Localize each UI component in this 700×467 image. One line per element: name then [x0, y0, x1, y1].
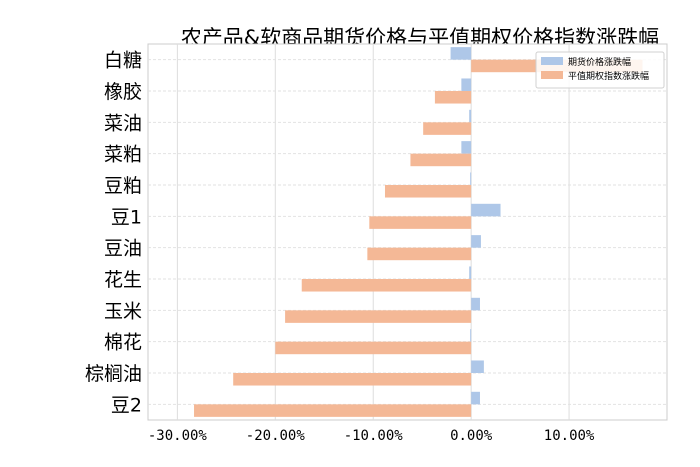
legend-swatch	[541, 57, 563, 65]
x-tick-label: 0.00%	[450, 428, 493, 444]
x-tick-label: 10.00%	[544, 428, 595, 444]
legend-swatch	[541, 71, 563, 79]
plot-area	[147, 43, 668, 421]
bar-futures-8	[471, 297, 480, 311]
category-label: 棉花	[104, 332, 142, 354]
bar-option-5	[369, 216, 472, 229]
grid	[148, 44, 667, 420]
bar-option-7	[301, 279, 472, 292]
x-tick-label: -10.00%	[344, 428, 404, 444]
bar-option-11	[194, 404, 472, 417]
bar-futures-7	[469, 266, 472, 279]
bar-option-8	[285, 310, 472, 323]
bar-futures-3	[461, 141, 472, 154]
legend-label: 期货价格涨跌幅	[568, 56, 631, 68]
bar-futures-5	[471, 203, 501, 217]
bar-option-2	[423, 122, 472, 135]
bar-option-1	[434, 91, 472, 104]
bar-futures-0	[450, 47, 472, 60]
bar-option-10	[233, 373, 472, 386]
bar-option-4	[384, 185, 472, 198]
bar-option-3	[410, 153, 472, 167]
x-tick-label: -30.00%	[148, 428, 208, 444]
bar-futures-10	[471, 360, 484, 373]
category-label: 花生	[104, 269, 142, 291]
category-label: 橡胶	[104, 81, 142, 103]
bar-futures-4	[470, 172, 472, 185]
category-label: 豆1	[111, 206, 142, 228]
x-tick-label: -20.00%	[246, 428, 306, 444]
bar-futures-9	[470, 329, 472, 342]
bar-futures-1	[461, 78, 472, 91]
legend-box	[535, 51, 665, 89]
bar-futures-6	[471, 235, 481, 248]
legend-label: 平值期权指数涨跌幅	[568, 70, 649, 82]
category-label: 玉米	[104, 300, 142, 322]
x-tick-labels: -30.00% -20.00% -10.00% 0.00% 10.00%	[148, 428, 595, 444]
bar-option-9	[275, 341, 472, 355]
category-label: 白糖	[104, 50, 142, 72]
category-label: 菜油	[104, 112, 142, 134]
category-label: 豆2	[111, 394, 142, 416]
bars	[194, 47, 643, 417]
category-label: 棕榈油	[85, 363, 142, 385]
bar-futures-11	[471, 391, 480, 405]
category-label: 豆粕	[104, 175, 142, 197]
bar-futures-2	[469, 109, 472, 123]
category-label: 菜粕	[104, 144, 142, 166]
category-label: 豆油	[104, 238, 142, 260]
bar-option-6	[367, 247, 472, 261]
